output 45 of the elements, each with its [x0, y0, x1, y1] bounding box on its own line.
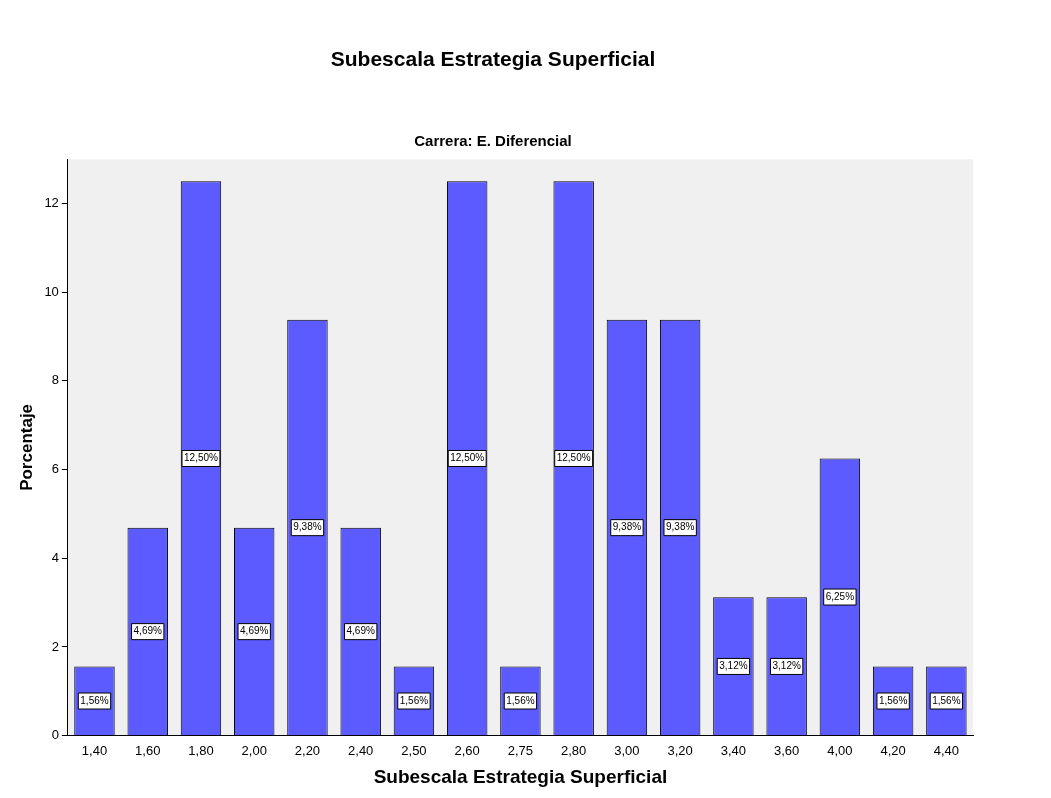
x-tick-label: 2,00: [241, 742, 267, 758]
data-label: 4,69%: [346, 625, 375, 637]
chart-subtitle: Carrera: E. Diferencial: [414, 132, 572, 150]
x-tick-label: 2,80: [561, 742, 587, 758]
data-label: 1,56%: [932, 694, 961, 706]
data-label: 1,56%: [399, 694, 429, 706]
x-tick-label: 4,00: [827, 742, 853, 758]
y-axis-title: Porcentaje: [16, 403, 36, 491]
y-tick-label: 8: [51, 372, 59, 388]
data-label: 4,69%: [240, 625, 269, 637]
x-tick-label: 4,20: [880, 742, 906, 758]
data-label: 6,25%: [825, 590, 855, 602]
chart-title: Subescala Estrategia Superficial: [330, 47, 656, 71]
y-tick-label: 4: [51, 549, 59, 565]
y-tick-label: 10: [44, 283, 59, 299]
x-tick-label: 1,40: [81, 742, 108, 758]
data-label: 12,50%: [184, 452, 219, 464]
data-label: 4,69%: [133, 625, 163, 637]
x-axis-title: Subescala Estrategia Superficial: [373, 765, 668, 787]
x-tick-label: 4,40: [933, 742, 960, 758]
data-label: 1,56%: [80, 694, 109, 706]
data-label: 12,50%: [450, 452, 485, 464]
x-tick-label: 2,60: [454, 742, 480, 758]
y-tick-label: 12: [44, 195, 59, 211]
x-tick-label: 3,00: [614, 742, 640, 758]
y-tick-label: 2: [51, 638, 59, 654]
data-label: 12,50%: [556, 452, 591, 464]
data-label: 9,38%: [665, 521, 695, 533]
data-label: 9,38%: [612, 521, 642, 533]
y-tick-label: 0: [51, 727, 59, 743]
data-label: 3,12%: [719, 660, 748, 672]
x-tick-label: 3,40: [720, 742, 747, 758]
y-tick-label: 6: [51, 461, 59, 477]
x-tick-label: 2,20: [294, 742, 321, 758]
data-label: 1,56%: [506, 694, 535, 706]
x-tick-label: 2,50: [401, 742, 427, 758]
data-label: 9,38%: [293, 521, 322, 533]
x-tick-label: 1,60: [135, 742, 161, 758]
x-tick-label: 3,20: [667, 742, 693, 758]
x-tick-label: 1,80: [188, 742, 214, 758]
data-label: 1,56%: [878, 694, 908, 706]
x-tick-label: 2,75: [507, 742, 534, 758]
x-tick-label: 2,40: [348, 742, 374, 758]
data-label: 3,12%: [772, 660, 801, 672]
x-tick-label: 3,60: [773, 742, 800, 758]
